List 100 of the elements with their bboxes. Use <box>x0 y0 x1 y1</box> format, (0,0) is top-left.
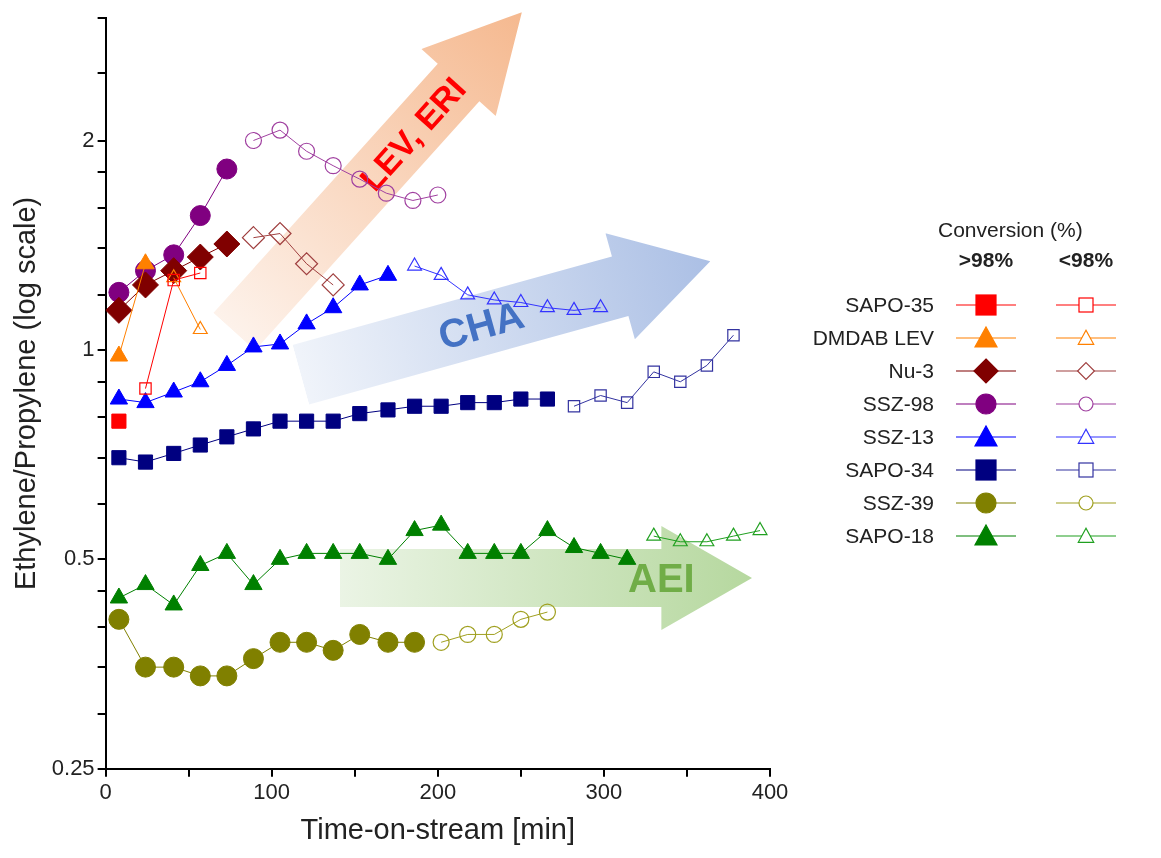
point <box>244 336 263 353</box>
point <box>164 594 183 611</box>
point <box>377 631 399 653</box>
point <box>297 142 316 160</box>
point <box>699 533 715 547</box>
point <box>245 421 262 437</box>
legend-label: SAPO-35 <box>844 292 935 318</box>
point <box>325 413 341 429</box>
point <box>404 631 426 653</box>
point <box>566 301 582 315</box>
point <box>213 230 241 258</box>
x-tick-label: 0 <box>99 779 112 805</box>
annotation: CHA <box>432 291 529 359</box>
legend-label: DMDAB LEV <box>811 325 935 351</box>
point <box>647 365 660 379</box>
point <box>108 608 130 630</box>
point <box>109 587 129 604</box>
point <box>242 648 264 670</box>
point <box>349 623 371 645</box>
point <box>725 527 741 541</box>
point <box>432 633 450 651</box>
point <box>433 398 449 414</box>
point <box>405 520 424 537</box>
y-tick-label: 0.25 <box>51 754 95 780</box>
point <box>294 252 319 276</box>
point <box>567 399 581 413</box>
point <box>512 610 530 628</box>
point <box>241 226 266 250</box>
point <box>404 191 422 210</box>
point <box>538 603 557 621</box>
y-axis-title: Ethylene/Propylene (log scale) <box>9 196 42 591</box>
y-tick-label: 2 <box>82 126 95 152</box>
point <box>324 157 342 175</box>
point <box>674 375 687 389</box>
legend-label: Nu-3 <box>887 358 935 384</box>
point <box>352 406 368 422</box>
point <box>672 533 688 547</box>
x-tick-label: 200 <box>419 779 457 805</box>
point <box>244 574 263 591</box>
point <box>216 158 238 180</box>
point <box>131 271 159 299</box>
point <box>166 445 182 461</box>
point <box>593 299 609 313</box>
point <box>109 388 129 405</box>
point <box>752 521 768 536</box>
legend-label: SSZ-98 <box>861 391 935 417</box>
point <box>296 631 318 653</box>
point <box>486 395 502 411</box>
point <box>111 450 127 466</box>
point <box>429 186 447 204</box>
point <box>539 391 555 407</box>
point <box>134 656 156 678</box>
point <box>594 389 607 402</box>
point <box>564 537 584 554</box>
point <box>350 274 369 291</box>
point <box>186 243 214 271</box>
point <box>322 639 344 661</box>
x-tick-label: 100 <box>253 779 291 805</box>
point <box>108 281 130 303</box>
point <box>164 381 183 398</box>
point <box>406 398 423 414</box>
point <box>485 625 503 644</box>
point <box>324 297 343 314</box>
x-tick-label: 400 <box>751 779 789 805</box>
point <box>111 413 127 429</box>
point <box>189 665 211 687</box>
point <box>271 121 289 139</box>
legend-title: Conversion (%) <box>937 218 1084 243</box>
point <box>299 413 315 429</box>
point <box>433 266 449 280</box>
point <box>219 429 235 445</box>
point <box>268 221 292 246</box>
legend-label: SSZ-13 <box>861 424 935 450</box>
point <box>459 625 477 644</box>
point <box>431 514 451 531</box>
point <box>700 359 714 372</box>
point <box>272 413 288 429</box>
point <box>191 371 210 388</box>
legend-label: SAPO-18 <box>844 523 935 549</box>
point <box>216 665 238 687</box>
point <box>269 631 291 653</box>
point <box>189 205 211 227</box>
y-tick-label: 1 <box>82 336 95 361</box>
point <box>727 328 740 342</box>
point <box>380 402 396 418</box>
point <box>194 266 207 280</box>
x-axis-title: Time-on-stream [min] <box>300 812 576 845</box>
legend-label: SSZ-39 <box>861 490 935 516</box>
point <box>321 273 345 297</box>
annotation: AEI <box>628 555 695 601</box>
legend-label: SAPO-34 <box>844 457 935 483</box>
text: <98% <box>1057 248 1115 273</box>
point <box>513 391 529 407</box>
point <box>136 392 155 409</box>
point <box>270 333 290 350</box>
point <box>646 527 662 541</box>
point <box>244 131 263 150</box>
point <box>460 286 476 300</box>
y-tick-label: 0.5 <box>64 545 95 571</box>
point <box>192 437 208 453</box>
